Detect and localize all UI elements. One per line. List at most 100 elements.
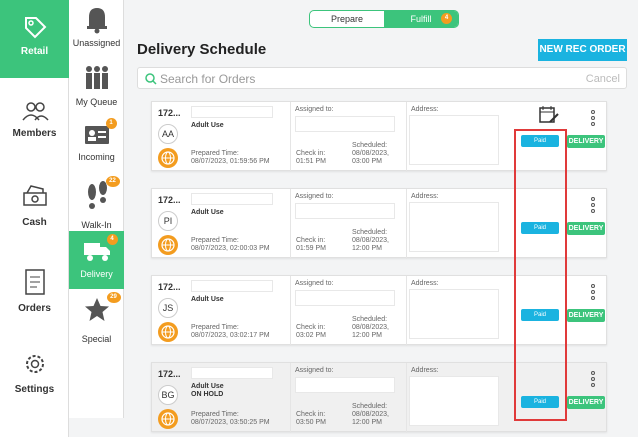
divider xyxy=(290,363,291,433)
customer-name-field xyxy=(191,280,273,292)
check-in-label: Check in: xyxy=(296,324,326,331)
assigned-to-field[interactable] xyxy=(295,116,395,132)
prepared-time-value: 08/07/2023, 03:50:25 PM xyxy=(191,419,270,426)
prepared-time-label: Prepared Time: xyxy=(191,411,239,418)
customer-name-field xyxy=(191,106,273,118)
id-card-icon xyxy=(84,126,109,144)
paid-badge: Paid xyxy=(521,396,559,408)
nav-orders[interactable]: Orders xyxy=(0,267,69,314)
people-queue-icon xyxy=(85,66,108,89)
delivery-button[interactable]: DELIVERY xyxy=(567,135,605,148)
assigned-to-label: Assigned to: xyxy=(295,367,334,374)
assigned-to-label: Assigned to: xyxy=(295,193,334,200)
nav-settings[interactable]: Settings xyxy=(0,350,69,395)
address-field xyxy=(409,376,499,426)
prepared-time-value: 08/07/2023, 03:02:17 PM xyxy=(191,332,270,339)
truck-icon xyxy=(83,243,110,261)
queue-special[interactable]: 29 Special xyxy=(69,292,124,344)
scheduled-label: Scheduled: xyxy=(352,403,388,410)
globe-icon[interactable] xyxy=(158,148,178,168)
orders-icon xyxy=(24,269,45,295)
more-options-icon[interactable] xyxy=(591,110,595,128)
customer-name-field xyxy=(191,193,273,205)
search-cancel-button[interactable]: Cancel xyxy=(585,73,620,85)
divider xyxy=(406,276,407,346)
paid-badge: Paid xyxy=(521,222,559,234)
scheduled-date: 08/08/2023, xyxy=(352,324,389,331)
address-label: Address: xyxy=(411,106,439,113)
prepared-time-label: Prepared Time: xyxy=(191,150,239,157)
avatar: PI xyxy=(158,211,178,231)
assigned-to-field[interactable] xyxy=(295,203,395,219)
divider xyxy=(290,102,291,172)
cash-icon xyxy=(22,185,47,206)
check-in-label: Check in: xyxy=(296,411,326,418)
assigned-to-field[interactable] xyxy=(295,377,395,393)
tab-prepare[interactable]: Prepare xyxy=(330,14,364,24)
queue-my-queue[interactable]: My Queue xyxy=(69,63,124,107)
check-in-value: 03:50 PM xyxy=(296,419,326,426)
members-icon xyxy=(21,102,49,121)
more-options-icon[interactable] xyxy=(591,371,595,389)
order-card[interactable]: 172... PI Adult Use Prepared Time: 08/07… xyxy=(151,188,607,259)
assigned-to-field[interactable] xyxy=(295,290,395,306)
order-id: 172... xyxy=(158,369,181,379)
search-icon xyxy=(145,73,157,85)
delivery-button[interactable]: DELIVERY xyxy=(567,396,605,409)
queue-delivery[interactable]: 4 Delivery xyxy=(69,231,124,289)
paid-badge: Paid xyxy=(521,309,559,321)
nav-retail[interactable]: Retail xyxy=(0,0,69,78)
order-id: 172... xyxy=(158,282,181,292)
order-card[interactable]: 172... AA Adult Use Prepared Time: 08/07… xyxy=(151,101,607,172)
scheduled-date: 08/08/2023, xyxy=(352,411,389,418)
on-hold-status: ON HOLD xyxy=(191,391,224,398)
order-card[interactable]: 172... BG Adult Use ON HOLD Prepared Tim… xyxy=(151,362,607,433)
order-type: Adult Use xyxy=(191,122,224,129)
nav-cash[interactable]: Cash xyxy=(0,183,69,228)
more-options-icon[interactable] xyxy=(591,284,595,302)
paid-badge: Paid xyxy=(521,135,559,147)
order-type: Adult Use xyxy=(191,209,224,216)
queue-incoming[interactable]: 1 Incoming xyxy=(78,118,117,162)
delivery-button[interactable]: DELIVERY xyxy=(567,309,605,322)
prepared-time-value: 08/07/2023, 02:00:03 PM xyxy=(191,245,270,252)
queue-unassigned[interactable]: Unassigned xyxy=(69,4,124,48)
check-in-value: 01:59 PM xyxy=(296,245,326,252)
delivery-button[interactable]: DELIVERY xyxy=(567,222,605,235)
address-field xyxy=(409,115,499,165)
star-icon xyxy=(84,298,109,321)
scheduled-label: Scheduled: xyxy=(352,316,388,323)
search-input[interactable]: Search for Orders xyxy=(160,72,256,86)
scheduled-time: 12:00 PM xyxy=(352,419,382,426)
order-id: 172... xyxy=(158,195,181,205)
globe-icon[interactable] xyxy=(158,409,178,429)
walk-in-badge: 22 xyxy=(105,176,120,187)
divider xyxy=(290,276,291,346)
avatar: BG xyxy=(158,385,178,405)
tab-fulfill[interactable]: Fulfill 4 xyxy=(384,11,458,27)
avatar: AA xyxy=(158,124,178,144)
scheduled-label: Scheduled: xyxy=(352,229,388,236)
more-options-icon[interactable] xyxy=(591,197,595,215)
divider xyxy=(406,189,407,259)
prepared-time-label: Prepared Time: xyxy=(191,324,239,331)
calendar-edit-icon[interactable] xyxy=(538,104,560,126)
queue-nav-rail: Unassigned My Queue 1 Incoming 22 Walk-I… xyxy=(69,0,124,418)
order-card[interactable]: 172... JS Adult Use Prepared Time: 08/07… xyxy=(151,275,607,346)
page-title: Delivery Schedule xyxy=(137,41,267,58)
new-rec-order-button[interactable]: NEW REC ORDER xyxy=(538,39,627,61)
prepared-time-label: Prepared Time: xyxy=(191,237,239,244)
scheduled-time: 12:00 PM xyxy=(352,245,382,252)
special-badge: 29 xyxy=(106,292,121,303)
queue-walk-in[interactable]: 22 Walk-In xyxy=(69,176,124,230)
incoming-badge: 1 xyxy=(105,118,117,129)
divider xyxy=(406,102,407,172)
address-label: Address: xyxy=(411,367,439,374)
bell-icon xyxy=(86,8,107,34)
customer-name-field xyxy=(191,367,273,379)
nav-members[interactable]: Members xyxy=(0,100,69,139)
globe-icon[interactable] xyxy=(158,322,178,342)
settings-gear-icon xyxy=(25,355,44,373)
check-in-value: 01:51 PM xyxy=(296,158,326,165)
globe-icon[interactable] xyxy=(158,235,178,255)
